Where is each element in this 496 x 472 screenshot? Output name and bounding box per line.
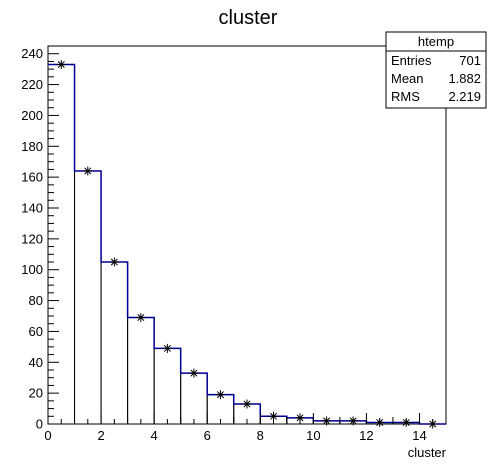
stats-mean-value: 1.882 xyxy=(448,71,481,86)
x-tick-label: 2 xyxy=(97,428,104,443)
y-tick-label: 200 xyxy=(21,108,43,123)
stats-rms-value: 2.219 xyxy=(448,89,481,104)
data-point-marker xyxy=(83,166,93,176)
stats-mean-label: Mean xyxy=(391,71,424,86)
bin-outline xyxy=(100,261,129,425)
data-point-marker xyxy=(242,399,252,409)
stats-entries-value: 701 xyxy=(459,53,481,68)
bin-outline xyxy=(74,170,102,425)
y-tick-label: 80 xyxy=(29,293,43,308)
bin-outline xyxy=(127,317,155,425)
bin-outline xyxy=(153,347,182,425)
data-point-marker xyxy=(162,343,172,353)
y-tick-label: 220 xyxy=(21,77,43,92)
x-tick-label: 6 xyxy=(204,428,211,443)
data-point-marker xyxy=(109,257,119,267)
x-tick-label: 14 xyxy=(412,428,426,443)
x-tick-label: 4 xyxy=(151,428,158,443)
x-tick-label: 0 xyxy=(44,428,51,443)
histogram-bin xyxy=(127,317,155,425)
x-tick-label: 12 xyxy=(359,428,373,443)
chart-title: cluster xyxy=(219,7,278,29)
y-tick-label: 0 xyxy=(36,417,43,432)
y-tick-label: 40 xyxy=(29,355,43,370)
stats-box-frame xyxy=(385,31,487,109)
y-tick-label: 180 xyxy=(21,139,43,154)
y-tick-label: 140 xyxy=(21,201,43,216)
stats-box: htemp Entries 701 Mean 1.882 RMS 2.219 xyxy=(385,31,487,109)
histogram-bin xyxy=(74,170,102,425)
histogram-bin xyxy=(153,347,182,425)
y-tick-label: 240 xyxy=(21,46,43,61)
data-point-marker xyxy=(136,313,146,323)
y-tick-label: 60 xyxy=(29,324,43,339)
stats-rms-label: RMS xyxy=(391,89,420,104)
bin-outline xyxy=(180,372,208,425)
x-axis-label: cluster xyxy=(408,445,447,460)
stats-box-title: htemp xyxy=(418,34,454,49)
histogram-bars xyxy=(47,63,446,425)
data-markers xyxy=(56,60,438,429)
data-point-marker xyxy=(269,411,279,421)
y-tick-label: 120 xyxy=(21,231,43,246)
data-point-marker xyxy=(56,60,66,70)
y-tick-label: 20 xyxy=(29,386,43,401)
y-axis: 0 20 40 60 80 100 120 140 160 180 200 220 240 xyxy=(21,45,59,432)
x-tick-label: 10 xyxy=(306,428,320,443)
y-tick-label: 160 xyxy=(21,170,43,185)
y-tick-label: 100 xyxy=(21,262,43,277)
histogram-bin xyxy=(180,372,208,425)
x-tick-label: 8 xyxy=(257,428,264,443)
stats-entries-label: Entries xyxy=(391,53,432,68)
histogram-step-line xyxy=(48,63,446,425)
histogram-bin xyxy=(100,261,129,425)
data-point-marker xyxy=(215,390,225,400)
x-axis: 0 2 4 6 8 10 12 14 xyxy=(44,413,447,443)
data-point-marker xyxy=(189,368,199,378)
